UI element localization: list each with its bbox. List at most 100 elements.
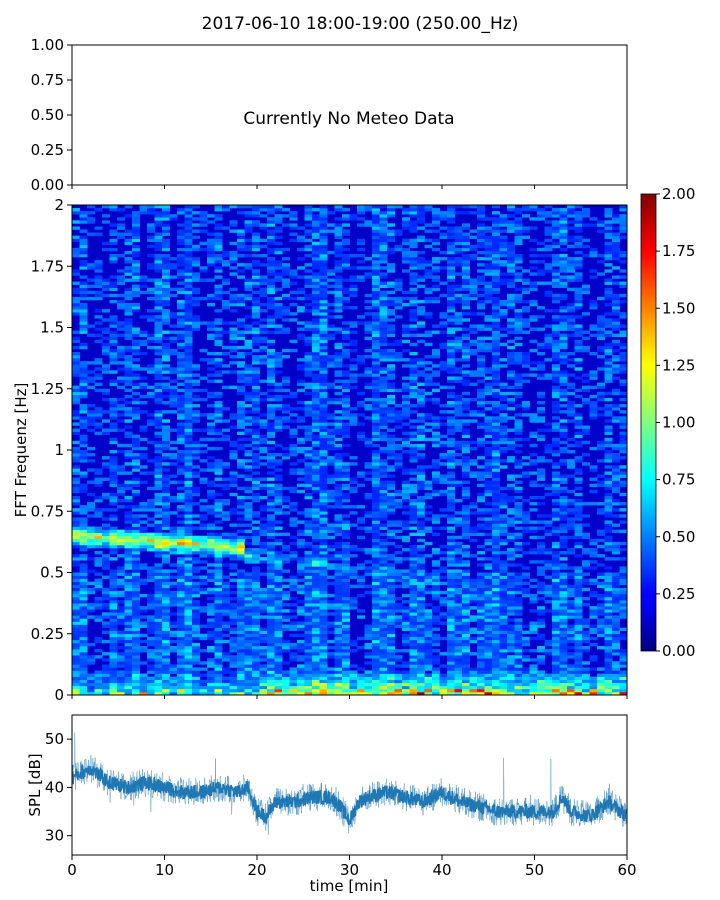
heatmap-cell	[192, 630, 200, 635]
heatmap-cell	[79, 364, 88, 368]
heatmap-cell	[177, 321, 185, 325]
heatmap-cell	[304, 284, 313, 288]
heatmap-cell	[79, 615, 88, 619]
heatmap-cell	[319, 489, 328, 494]
heatmap-cell	[87, 557, 95, 561]
heatmap-cell	[297, 321, 305, 325]
heatmap-cell	[409, 208, 418, 212]
heatmap-cell	[214, 532, 223, 537]
heatmap-cell	[147, 229, 155, 233]
heatmap-cell	[252, 615, 260, 619]
heatmap-cell	[334, 391, 343, 396]
heatmap-cell	[124, 612, 133, 616]
heatmap-cell	[372, 401, 380, 405]
heatmap-cell	[259, 318, 268, 322]
heatmap-cell	[259, 456, 268, 460]
heatmap-cell	[207, 257, 215, 261]
heatmap-cell	[357, 238, 365, 243]
heatmap-cell	[297, 471, 305, 475]
heatmap-cell	[379, 575, 388, 579]
heatmap-cell	[237, 505, 245, 509]
heatmap-cell	[387, 532, 395, 537]
heatmap-cell	[402, 211, 410, 215]
heatmap-cell	[379, 241, 388, 246]
heatmap-cell	[379, 416, 388, 420]
heatmap-cell	[214, 437, 223, 442]
heatmap-cell	[274, 250, 283, 255]
heatmap-cell	[297, 477, 305, 481]
heatmap-cell	[252, 581, 260, 586]
heatmap-cell	[282, 269, 290, 273]
heatmap-cell	[364, 688, 373, 693]
heatmap-cell	[252, 456, 260, 460]
heatmap-cell	[214, 370, 223, 374]
heatmap-cell	[342, 505, 350, 509]
heatmap-cell	[162, 505, 170, 509]
heatmap-cell	[364, 306, 373, 310]
heatmap-cell	[87, 514, 95, 518]
heatmap-cell	[109, 492, 118, 497]
heatmap-cell	[387, 410, 395, 414]
heatmap-cell	[207, 456, 215, 460]
heatmap-cell	[177, 600, 185, 604]
heatmap-cell	[117, 226, 125, 230]
heatmap-cell	[267, 682, 275, 687]
heatmap-cell	[79, 324, 88, 328]
heatmap-cell	[72, 584, 80, 589]
heatmap-cell	[409, 385, 418, 390]
heatmap-cell	[282, 410, 290, 414]
heatmap-cell	[184, 529, 193, 533]
heatmap-cell	[162, 263, 170, 267]
heatmap-cell	[207, 618, 215, 622]
heatmap-cell	[72, 615, 80, 619]
heatmap-cell	[282, 416, 290, 420]
heatmap-cell	[319, 318, 328, 322]
heatmap-cell	[87, 211, 95, 215]
heatmap-cell	[372, 278, 380, 282]
heatmap-cell	[304, 278, 313, 282]
heatmap-cell	[87, 370, 95, 374]
heatmap-cell	[417, 217, 425, 221]
heatmap-cell	[154, 321, 163, 325]
heatmap-cell	[372, 587, 380, 592]
heatmap-cell	[252, 339, 260, 344]
heatmap-cell	[304, 541, 313, 546]
heatmap-cell	[184, 284, 193, 288]
heatmap-cell	[244, 293, 253, 298]
heatmap-cell	[207, 633, 215, 638]
heatmap-cell	[102, 652, 110, 656]
heatmap-cell	[402, 327, 410, 331]
heatmap-cell	[394, 443, 403, 448]
heatmap-cell	[214, 269, 223, 273]
heatmap-cell	[229, 670, 238, 674]
heatmap-cell	[207, 404, 215, 408]
heatmap-cell	[184, 609, 193, 613]
heatmap-cell	[244, 486, 253, 491]
heatmap-cell	[372, 609, 380, 613]
heatmap-cell	[387, 468, 395, 472]
heatmap-cell	[132, 382, 140, 386]
heatmap-cell	[267, 394, 275, 399]
heatmap-cell	[387, 394, 395, 399]
heatmap-cell	[327, 563, 335, 567]
heatmap-cell	[154, 600, 163, 604]
heatmap-cell	[417, 214, 425, 218]
heatmap-cell	[259, 339, 268, 344]
heatmap-cell	[237, 630, 245, 635]
heatmap-cell	[267, 422, 275, 426]
heatmap-cell	[282, 676, 290, 680]
heatmap-cell	[109, 318, 118, 322]
heatmap-cell	[169, 388, 178, 393]
heatmap-cell	[304, 468, 313, 472]
heatmap-cell	[154, 554, 163, 558]
heatmap-cell	[222, 603, 230, 607]
heatmap-cell	[184, 630, 193, 635]
heatmap-cell	[349, 566, 358, 570]
heatmap-cell	[297, 600, 305, 604]
heatmap-cell	[327, 364, 335, 368]
heatmap-cell	[274, 560, 283, 564]
heatmap-cell	[222, 682, 230, 687]
heatmap-cell	[259, 685, 268, 690]
heatmap-cell	[214, 410, 223, 414]
heatmap-cell	[409, 410, 418, 414]
